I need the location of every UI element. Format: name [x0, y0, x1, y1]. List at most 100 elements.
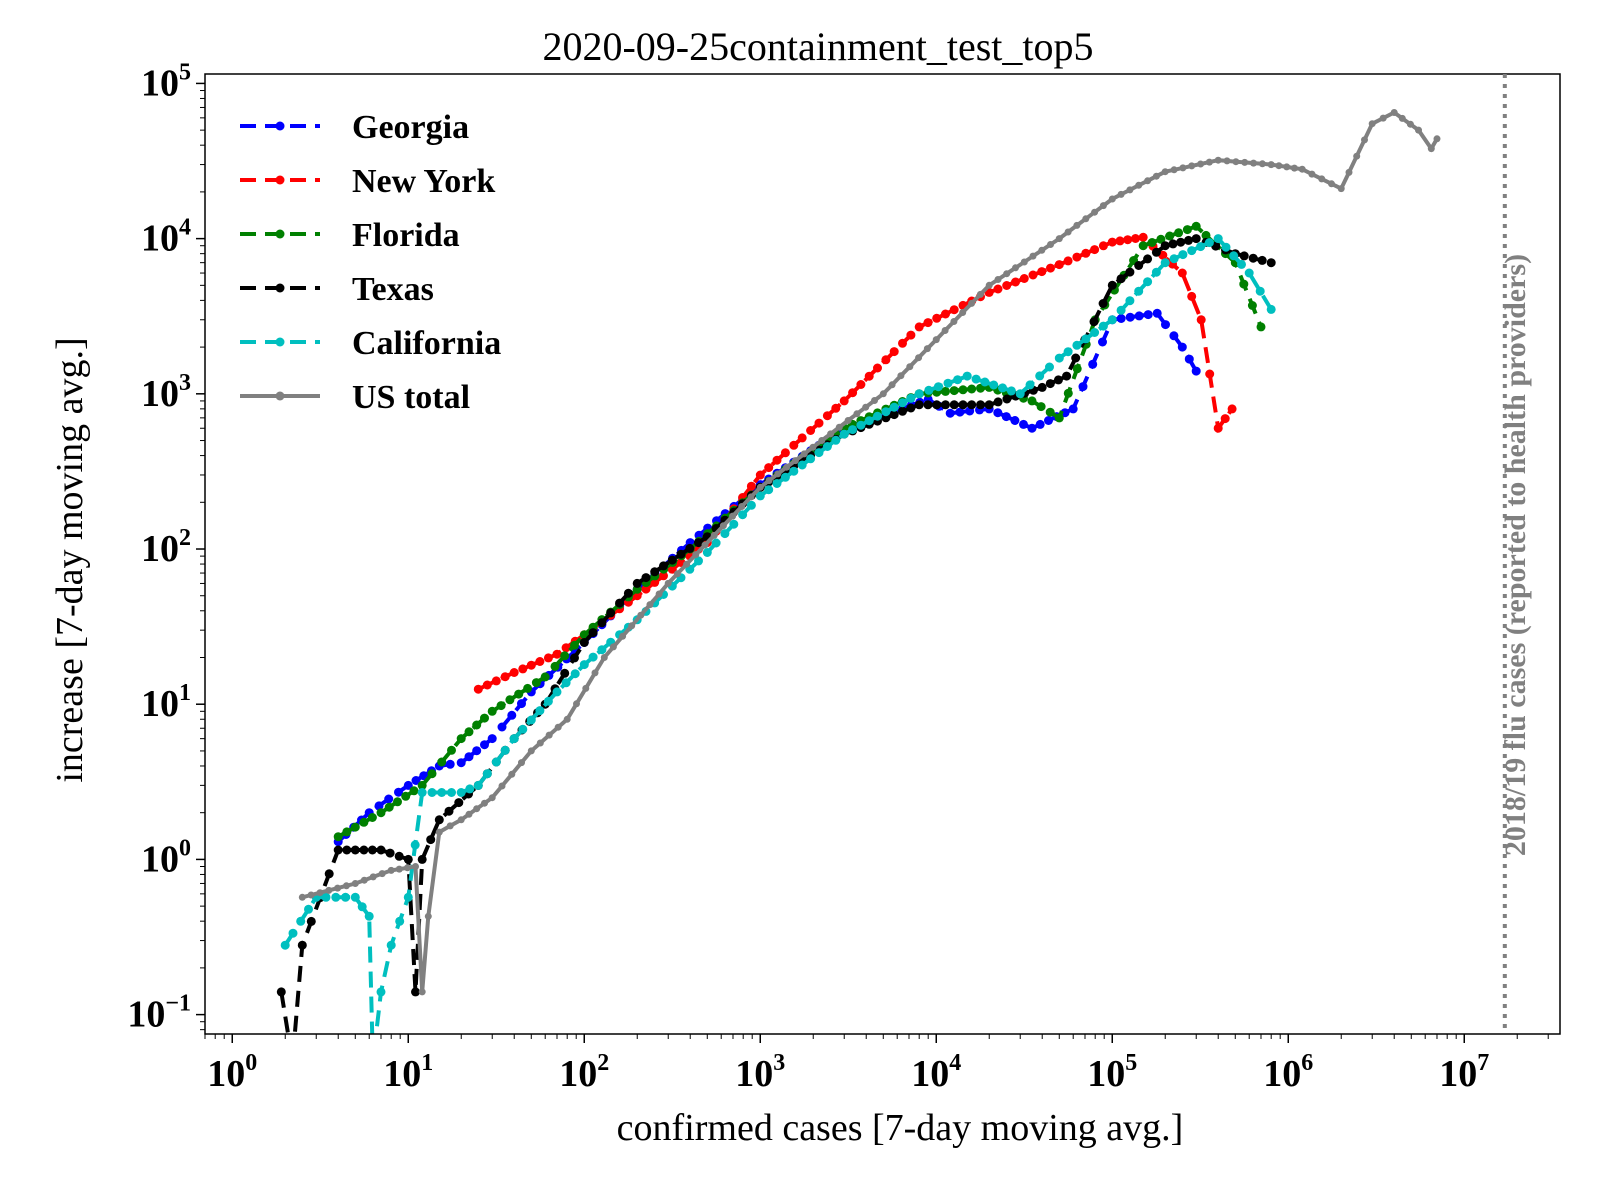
series-texas-point [288, 1057, 297, 1066]
series-new-york-point [822, 411, 832, 421]
series-california-point [579, 660, 589, 670]
series-new-york-point [806, 426, 816, 435]
series-california-point [943, 378, 953, 388]
series-georgia-point [1001, 412, 1011, 422]
series-california-point [702, 548, 712, 557]
series-texas-point [1107, 280, 1117, 290]
x-tick-label-0-exp: 0 [245, 1050, 257, 1076]
series-georgia-point [1161, 320, 1170, 330]
series-texas-point [376, 845, 386, 855]
y-tick-label-6-exp: 5 [179, 59, 191, 85]
series-new-york-point [906, 330, 916, 340]
series-us-total-point [446, 822, 454, 830]
series-texas-point [426, 835, 436, 845]
series-california-point [711, 538, 721, 548]
series-california-point [535, 706, 545, 716]
series-us-total-point [1267, 161, 1275, 169]
series-california-point [881, 407, 891, 417]
series-texas-point [694, 538, 703, 548]
series-georgia-point [1078, 382, 1088, 392]
series-us-total-point [800, 450, 808, 458]
series-us-total-point [395, 865, 403, 873]
series-texas-point [958, 400, 968, 410]
series-california-point [1125, 296, 1135, 306]
series-us-total-point [774, 470, 782, 478]
series-new-york-point [772, 455, 782, 465]
series-georgia-point [1177, 342, 1187, 352]
series-us-total-point [609, 643, 617, 651]
series-us-total-point [932, 336, 940, 344]
series-texas-point [606, 608, 616, 618]
series-california-point [357, 902, 367, 912]
series-us-total-point [582, 684, 590, 692]
series-california-point [410, 840, 420, 850]
series-us-total-point [791, 457, 799, 465]
series-georgia-point [1010, 416, 1020, 425]
series-california-point [772, 479, 782, 488]
series-california-point [543, 696, 553, 706]
series-us-total-point [1361, 136, 1368, 144]
series-us-total-point [1337, 185, 1345, 193]
series-texas-point [1266, 258, 1276, 268]
series-california-point [780, 472, 790, 482]
series-florida-point [480, 713, 489, 723]
series-texas-point [1257, 255, 1267, 265]
series-texas-point [454, 798, 464, 808]
x-tick-label-7: 107 [1439, 1050, 1489, 1095]
series-texas-point [1037, 382, 1047, 392]
series-georgia-point [1088, 359, 1098, 369]
series-georgia-point [1060, 408, 1070, 418]
series-us-total-point [862, 403, 870, 411]
series-new-york-point [889, 347, 899, 357]
series-florida-point [359, 817, 369, 827]
series-texas-point [597, 618, 607, 628]
y-tick-label-3-exp: 2 [179, 525, 191, 551]
series-us-total-point [1038, 246, 1046, 254]
series-us-total-point [923, 345, 931, 353]
series-california-line [283, 236, 1273, 1034]
x-tick-label-1: 101 [383, 1050, 433, 1095]
series-new-york-point [1177, 268, 1187, 278]
y-axis-label: increase [7-day moving avg.] [49, 337, 91, 782]
series-us-total-point [1318, 175, 1326, 183]
series-california-point [1160, 258, 1170, 268]
series-texas-point [993, 397, 1003, 407]
x-tick-label-3-base: 10 [735, 1053, 773, 1095]
series-texas-point [1160, 241, 1170, 251]
y-tick-label-5: 104 [141, 215, 191, 260]
series-us-total-point [1135, 181, 1143, 189]
series-us-total-point [1003, 270, 1011, 278]
series-us-total-point [756, 483, 764, 491]
x-tick-label-5-exp: 5 [1125, 1050, 1137, 1076]
series-texas-point [1116, 274, 1126, 284]
series-new-york-point [789, 440, 799, 450]
y-tick-label-3-base: 10 [141, 528, 179, 570]
series-us-total-point [1197, 160, 1205, 168]
series-us-total-point [360, 876, 368, 884]
series-us-total-point [818, 437, 826, 444]
series-california-point [473, 780, 483, 790]
series-georgia-point [487, 734, 497, 744]
series-texas-point [324, 869, 334, 879]
series-texas-point [342, 845, 352, 855]
series-texas-point [333, 845, 343, 855]
series-california-point [971, 374, 981, 384]
series-florida-point [1156, 234, 1166, 244]
series-texas-point [1151, 247, 1161, 257]
series-georgia-point [403, 780, 413, 790]
x-tick-label-2: 102 [559, 1050, 609, 1095]
legend: Georgia New York Florida Texas California US … [240, 109, 501, 416]
series-florida-point [1147, 238, 1157, 247]
series-new-york-point [1220, 414, 1230, 424]
series-new-york-point [641, 584, 651, 594]
series-texas-point [394, 851, 404, 861]
series-california-point [746, 500, 756, 510]
series-georgia-point [472, 746, 482, 756]
series-new-york-point [1072, 252, 1082, 262]
series-california-point [1244, 268, 1254, 278]
series-california-point [304, 904, 313, 914]
series-florida-point [384, 802, 394, 812]
x-tick-label-6-exp: 6 [1301, 1050, 1313, 1076]
series-us-total-point [747, 493, 755, 501]
